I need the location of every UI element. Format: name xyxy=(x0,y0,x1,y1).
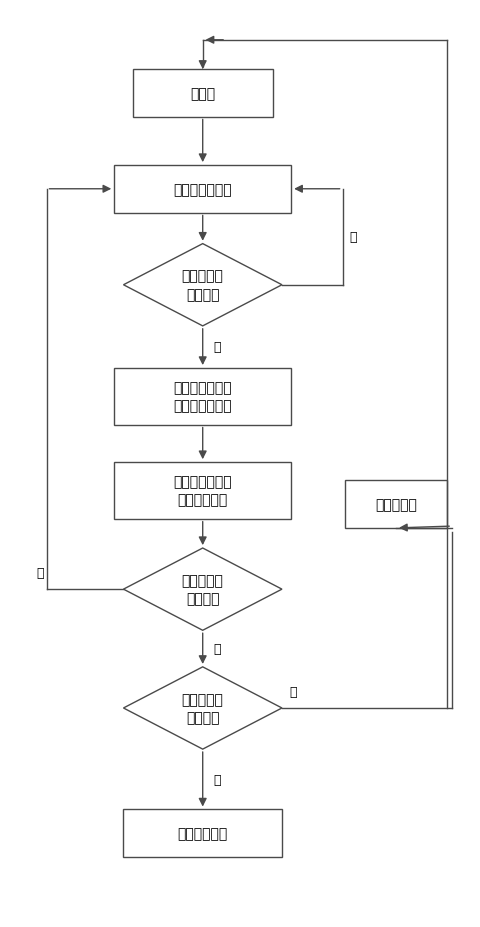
Text: 依据平均高度进
行相邻点连线: 依据平均高度进 行相邻点连线 xyxy=(173,475,232,507)
Polygon shape xyxy=(123,245,282,326)
Polygon shape xyxy=(123,549,282,630)
Text: 当前行是否
最后一行: 当前行是否 最后一行 xyxy=(182,692,224,724)
Text: 进入下一行: 进入下一行 xyxy=(375,498,417,512)
Text: 跳变数是否
大于阈值: 跳变数是否 大于阈值 xyxy=(182,269,224,301)
Text: 是: 是 xyxy=(213,341,220,354)
Text: 统计跳变区域内
的加权平均高度: 统计跳变区域内 的加权平均高度 xyxy=(173,381,232,413)
Text: 寻找连续跳变点: 寻找连续跳变点 xyxy=(173,183,232,197)
Text: 是: 是 xyxy=(213,773,220,786)
Bar xyxy=(345,481,447,528)
Text: 当前点是否
处于行尾: 当前点是否 处于行尾 xyxy=(182,573,224,605)
Text: 否: 否 xyxy=(289,685,297,698)
Text: 是: 是 xyxy=(213,642,220,655)
Bar xyxy=(114,369,291,425)
Polygon shape xyxy=(123,667,282,749)
Text: 当前行: 当前行 xyxy=(190,87,215,101)
Bar xyxy=(114,463,291,519)
Bar xyxy=(123,809,282,857)
Text: 否: 否 xyxy=(349,231,357,244)
Bar xyxy=(133,70,273,118)
Text: 输出连通区域: 输出连通区域 xyxy=(178,826,228,840)
Text: 否: 否 xyxy=(37,566,44,579)
Bar xyxy=(114,166,291,213)
